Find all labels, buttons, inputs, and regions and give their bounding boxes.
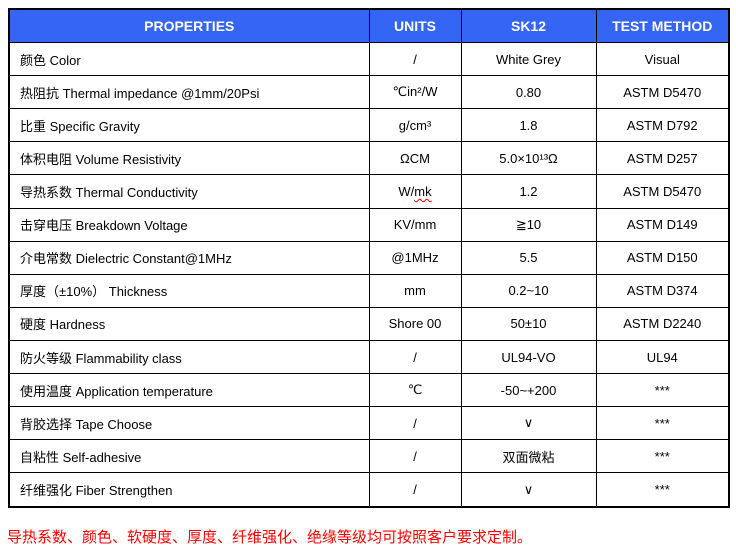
cell-sk12: 5.5 [460, 240, 597, 275]
header-units: UNITS [368, 8, 462, 43]
cell-property: 击穿电压 Breakdown Voltage [8, 207, 370, 242]
cell-sk12: 1.8 [460, 108, 597, 143]
cell-sk12: ∨ [460, 472, 597, 508]
table-row: 纤维强化 Fiber Strengthen / ∨ *** [8, 472, 730, 508]
cell-units: / [368, 472, 462, 508]
cell-test-method: UL94 [595, 339, 730, 375]
table-row: 体积电阻 Volume Resistivity ΩCM 5.0×10¹³Ω AS… [8, 141, 730, 176]
cell-property: 热阻抗 Thermal impedance @1mm/20Psi [8, 75, 370, 110]
cell-sk12: ≧10 [460, 207, 597, 242]
cell-test-method: *** [595, 373, 730, 408]
cell-units: / [368, 406, 462, 441]
table-row: 自粘性 Self-adhesive / 双面微粘 *** [8, 439, 730, 474]
cell-sk12: UL94-VO [460, 339, 597, 375]
table-row: 防火等级 Flammability class / UL94-VO UL94 [8, 339, 730, 375]
cell-sk12: 0.80 [460, 75, 597, 110]
cell-property: 颜色 Color [8, 41, 370, 77]
cell-sk12: 双面微粘 [460, 439, 597, 474]
cell-sk12: 0.2~10 [460, 273, 597, 308]
cell-property: 纤维强化 Fiber Strengthen [8, 472, 370, 508]
table-row: 颜色 Color / White Grey Visual [8, 41, 730, 77]
cell-test-method: ASTM D374 [595, 273, 730, 308]
cell-test-method: ASTM D257 [595, 141, 730, 176]
cell-test-method: ASTM D5470 [595, 174, 730, 209]
table-row: 击穿电压 Breakdown Voltage KV/mm ≧10 ASTM D1… [8, 207, 730, 242]
customization-footnote: 导热系数、颜色、软硬度、厚度、纤维强化、绝缘等级均可按照客户要求定制。 [7, 529, 533, 546]
cell-units: mm [368, 273, 462, 308]
cell-sk12: -50~+200 [460, 373, 597, 408]
table-row: 厚度（±10%） Thickness mm 0.2~10 ASTM D374 [8, 273, 730, 308]
cell-property: 硬度 Hardness [8, 306, 370, 341]
header-row: PROPERTIES UNITS SK12 TEST METHOD [8, 8, 730, 43]
cell-property: 厚度（±10%） Thickness [8, 273, 370, 308]
header-sk12: SK12 [460, 8, 597, 43]
cell-test-method: ASTM D149 [595, 207, 730, 242]
cell-sk12: 1.2 [460, 174, 597, 209]
cell-test-method: ASTM D792 [595, 108, 730, 143]
header-properties: PROPERTIES [8, 8, 370, 43]
spec-table: PROPERTIES UNITS SK12 TEST METHOD 颜色 Col… [8, 8, 730, 508]
cell-sk12: 50±10 [460, 306, 597, 341]
cell-sk12: ∨ [460, 406, 597, 441]
cell-units: ℃ [368, 373, 462, 408]
cell-units: ΩCM [368, 141, 462, 176]
cell-test-method: ASTM D2240 [595, 306, 730, 341]
cell-property: 导热系数 Thermal Conductivity [8, 174, 370, 209]
cell-units: W/mk [368, 174, 462, 209]
cell-test-method: ASTM D150 [595, 240, 730, 275]
cell-sk12: 5.0×10¹³Ω [460, 141, 597, 176]
cell-units: KV/mm [368, 207, 462, 242]
cell-units: / [368, 439, 462, 474]
cell-property: 比重 Specific Gravity [8, 108, 370, 143]
table-row: 比重 Specific Gravity g/cm³ 1.8 ASTM D792 [8, 108, 730, 143]
cell-property: 介电常数 Dielectric Constant@1MHz [8, 240, 370, 275]
cell-test-method: *** [595, 439, 730, 474]
cell-test-method: ASTM D5470 [595, 75, 730, 110]
cell-sk12: White Grey [460, 41, 597, 77]
header-test-method: TEST METHOD [595, 8, 730, 43]
cell-test-method: Visual [595, 41, 730, 77]
cell-units: ℃in²/W [368, 75, 462, 110]
table-row: 导热系数 Thermal Conductivity W/mk 1.2 ASTM … [8, 174, 730, 209]
table-row: 介电常数 Dielectric Constant@1MHz @1MHz 5.5 … [8, 240, 730, 275]
cell-property: 自粘性 Self-adhesive [8, 439, 370, 474]
cell-property: 背胶选择 Tape Choose [8, 406, 370, 441]
cell-units: / [368, 339, 462, 375]
units-prefix: W/ [398, 183, 415, 199]
cell-property: 防火等级 Flammability class [8, 339, 370, 375]
table-row: 背胶选择 Tape Choose / ∨ *** [8, 406, 730, 441]
cell-units: Shore 00 [368, 306, 462, 341]
cell-units: / [368, 41, 462, 77]
cell-units: @1MHz [368, 240, 462, 275]
table-row: 热阻抗 Thermal impedance @1mm/20Psi ℃in²/W … [8, 75, 730, 110]
units-spellcheck-underline: mk [414, 183, 432, 199]
cell-units: g/cm³ [368, 108, 462, 143]
cell-property: 体积电阻 Volume Resistivity [8, 141, 370, 176]
cell-test-method: *** [595, 472, 730, 508]
table-row: 硬度 Hardness Shore 00 50±10 ASTM D2240 [8, 306, 730, 341]
cell-property: 使用温度 Application temperature [8, 373, 370, 408]
cell-test-method: *** [595, 406, 730, 441]
table-row: 使用温度 Application temperature ℃ -50~+200 … [8, 373, 730, 408]
